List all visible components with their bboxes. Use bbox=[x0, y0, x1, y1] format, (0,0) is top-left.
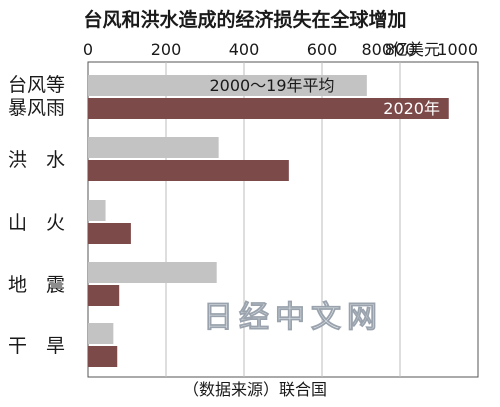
x-tick-label: 0 bbox=[83, 40, 93, 59]
series-label-2020: 2020年 bbox=[383, 99, 440, 118]
x-tick-label: 1000 bbox=[437, 40, 478, 59]
series-label-average: 2000～19年平均 bbox=[209, 76, 334, 95]
x-tick-label: 200 bbox=[151, 40, 182, 59]
x-tick-label: 600 bbox=[307, 40, 338, 59]
x-unit-label: 800亿美元 bbox=[361, 40, 440, 59]
category-label: 干 旱 bbox=[8, 335, 65, 357]
bar bbox=[88, 346, 118, 367]
bar bbox=[88, 137, 219, 158]
bar bbox=[88, 75, 367, 96]
bar bbox=[88, 285, 120, 306]
bar bbox=[88, 323, 114, 344]
source-note: （数据来源）联合国 bbox=[183, 380, 327, 399]
bar bbox=[88, 200, 106, 221]
x-tick-label: 800 bbox=[385, 40, 416, 59]
bar bbox=[88, 262, 217, 283]
bars: 2000～19年平均 2020年 bbox=[88, 75, 449, 367]
bar bbox=[88, 223, 131, 244]
category-label: 暴风雨 bbox=[8, 97, 65, 119]
category-label: 山 火 bbox=[8, 212, 65, 234]
category-label: 台风等 bbox=[8, 74, 65, 96]
chart-title: 台风和洪水造成的经济损失在全球增加 bbox=[83, 8, 406, 31]
x-tick-label: 400 bbox=[229, 40, 260, 59]
watermark: 日经中文网 bbox=[203, 300, 383, 335]
bar bbox=[88, 160, 289, 181]
category-label: 地 震 bbox=[8, 274, 65, 296]
bar bbox=[88, 98, 449, 119]
category-label: 洪 水 bbox=[8, 149, 65, 171]
